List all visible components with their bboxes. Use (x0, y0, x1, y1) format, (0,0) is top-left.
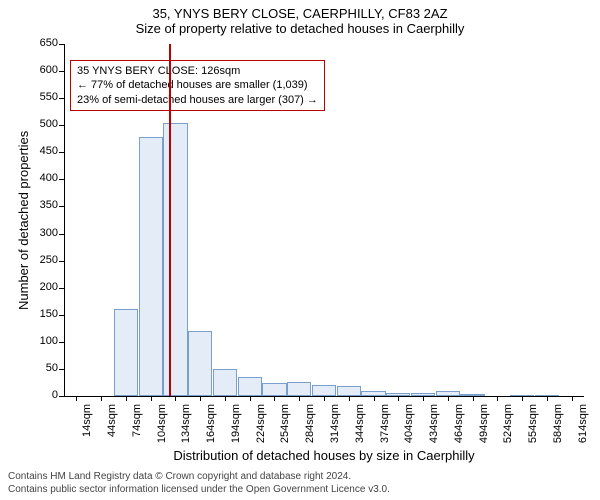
ytick-label: 200 (30, 281, 58, 293)
xtick-label: 524sqm (502, 404, 514, 454)
xtick-label: 74sqm (131, 404, 143, 454)
histogram-bar (213, 369, 237, 396)
ytick-label: 650 (30, 37, 58, 49)
footer-line-1: Contains HM Land Registry data © Crown c… (8, 470, 390, 483)
ytick-label: 550 (30, 91, 58, 103)
ytick-label: 150 (30, 308, 58, 320)
ytick-label: 500 (30, 118, 58, 130)
xtick-label: 584sqm (552, 404, 564, 454)
xtick-label: 254sqm (279, 404, 291, 454)
ytick-label: 250 (30, 254, 58, 266)
xtick-label: 434sqm (428, 404, 440, 454)
ytick-label: 100 (30, 335, 58, 347)
footer-line-2: Contains public sector information licen… (8, 483, 390, 496)
xtick-label: 104sqm (156, 404, 168, 454)
xtick-label: 374sqm (379, 404, 391, 454)
histogram-bar (139, 137, 163, 396)
xtick-label: 44sqm (106, 404, 118, 454)
ytick-label: 50 (30, 362, 58, 374)
xtick-label: 224sqm (255, 404, 267, 454)
x-axis-line (64, 396, 584, 397)
xtick-label: 614sqm (577, 404, 589, 454)
xtick-label: 14sqm (81, 404, 93, 454)
xtick-label: 494sqm (478, 404, 490, 454)
ytick-label: 450 (30, 145, 58, 157)
histogram-bar (287, 382, 311, 396)
y-axis-line (64, 44, 65, 396)
xtick-label: 464sqm (453, 404, 465, 454)
ytick-label: 350 (30, 199, 58, 211)
ytick-label: 0 (30, 389, 58, 401)
histogram-bar (188, 331, 212, 396)
xtick-label: 284sqm (304, 404, 316, 454)
xtick-label: 134sqm (180, 404, 192, 454)
footer-attribution: Contains HM Land Registry data © Crown c… (8, 470, 390, 496)
chart-title: 35, YNYS BERY CLOSE, CAERPHILLY, CF83 2A… (0, 0, 600, 21)
xtick-label: 554sqm (527, 404, 539, 454)
ytick-label: 400 (30, 172, 58, 184)
xtick-label: 314sqm (329, 404, 341, 454)
xtick-label: 194sqm (230, 404, 242, 454)
xtick-label: 164sqm (205, 404, 217, 454)
histogram-bar (337, 386, 361, 396)
annotation-box: 35 YNYS BERY CLOSE: 126sqm ← 77% of deta… (70, 60, 325, 111)
annotation-line-2: ← 77% of detached houses are smaller (1,… (77, 78, 318, 92)
ytick-label: 600 (30, 64, 58, 76)
property-marker-line (169, 44, 171, 396)
chart-subtitle: Size of property relative to detached ho… (0, 21, 600, 40)
xtick-label: 344sqm (354, 404, 366, 454)
histogram-bar (163, 123, 187, 396)
annotation-line-1: 35 YNYS BERY CLOSE: 126sqm (77, 64, 318, 78)
ytick-label: 300 (30, 227, 58, 239)
annotation-line-3: 23% of semi-detached houses are larger (… (77, 93, 318, 107)
histogram-bar (312, 385, 336, 396)
xtick-label: 404sqm (403, 404, 415, 454)
histogram-bar (262, 383, 286, 396)
histogram-bar (238, 377, 262, 396)
histogram-bar (114, 309, 138, 396)
y-axis-label: Number of detached properties (16, 131, 31, 310)
